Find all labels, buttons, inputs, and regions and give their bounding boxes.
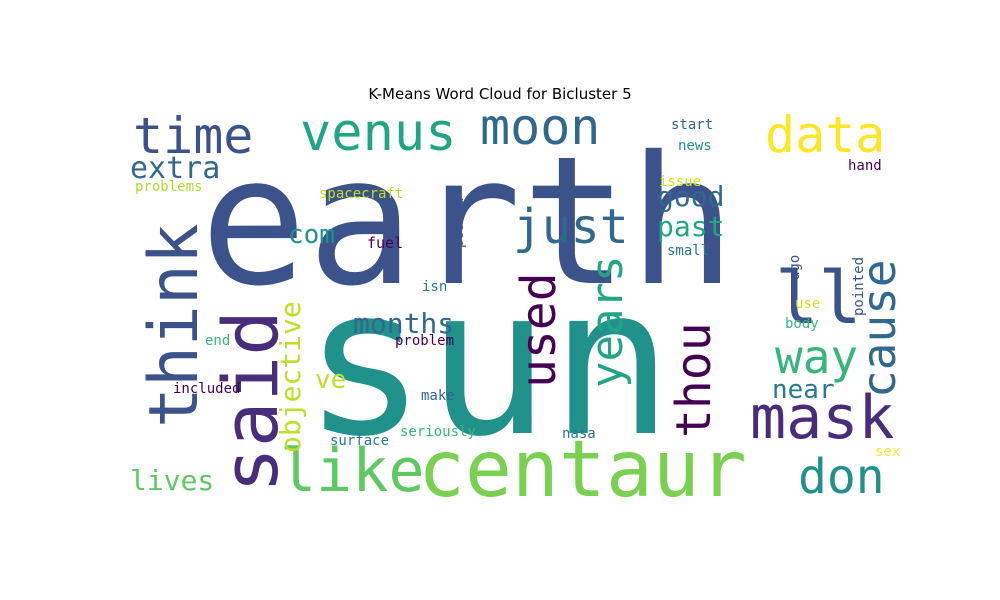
word-posted: posted [451, 197, 467, 248]
word-just: just [513, 199, 629, 255]
word-make: make [421, 388, 455, 404]
word-data: data [765, 108, 885, 164]
word-lives: lives [130, 464, 214, 497]
word-near: near [772, 375, 835, 405]
chart-title: K-Means Word Cloud for Bicluster 5 [368, 85, 632, 103]
word-isn: isn [422, 279, 447, 295]
word-extra: extra [130, 151, 220, 186]
word-way: way [775, 330, 858, 384]
word-fuel: fuel [367, 234, 403, 252]
word-centaur: centaur [418, 425, 747, 508]
word-end: end [205, 333, 230, 349]
word-years: years [582, 256, 633, 388]
word-ll: ll [775, 256, 862, 340]
word-issue: issue [659, 174, 701, 190]
word-start: start [671, 117, 713, 133]
word-sun: sun [303, 244, 673, 482]
word-body: body [785, 316, 819, 332]
word-months: months [353, 307, 454, 340]
word-like: like [280, 436, 425, 506]
word-earth: earth [200, 118, 736, 325]
word-problem: problem [395, 333, 454, 349]
word-don: don [798, 449, 885, 505]
word-moon: moon [480, 108, 600, 156]
word-time: time [133, 108, 253, 165]
word-said: said [206, 310, 295, 493]
word-ve: ve [315, 365, 346, 395]
word-surface: surface [330, 433, 389, 449]
word-use: use [795, 296, 820, 312]
word-included: included [173, 381, 240, 397]
word-nasa: nasa [562, 426, 596, 442]
word-sex: sex [875, 444, 900, 460]
word-ago: ago [787, 255, 803, 280]
word-hand: hand [848, 158, 882, 174]
word-pointed: pointed [851, 257, 867, 316]
word-used: used [511, 272, 567, 388]
word-seriously: seriously [400, 424, 476, 440]
word-news: news [678, 138, 712, 154]
word-objective: objective [274, 301, 307, 453]
word-past: past [657, 210, 724, 243]
word-com: com [288, 220, 335, 250]
word-think: think [135, 223, 214, 428]
word-small: small [667, 243, 709, 259]
word-mask: mask [750, 383, 895, 453]
word-thou: thou [666, 322, 722, 438]
word-cause: cause [852, 260, 905, 398]
word-good: good [657, 180, 724, 213]
word-cloud: earth sun centaur think said venus moon time dat… [125, 108, 905, 508]
word-spacecraft: spacecraft [319, 186, 403, 202]
word-venus: venus [300, 108, 457, 163]
word-problems: problems [135, 179, 202, 195]
